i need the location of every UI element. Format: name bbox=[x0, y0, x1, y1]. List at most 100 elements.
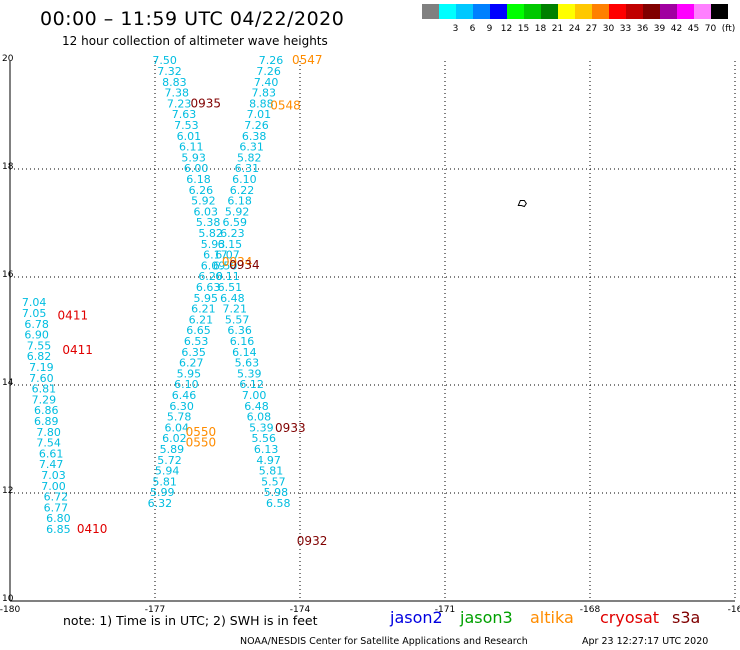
y-tick-label: 14 bbox=[2, 378, 14, 388]
swh-value: 5.57 bbox=[225, 313, 250, 326]
legend-swatch bbox=[694, 4, 711, 19]
swh-value: 7.21 bbox=[223, 303, 248, 316]
swh-value: 6.16 bbox=[230, 335, 255, 348]
legend-unit: (ft) bbox=[721, 24, 736, 34]
swh-value: 4.97 bbox=[256, 454, 281, 467]
swh-value: 6.86 bbox=[34, 404, 59, 417]
legend-swatch bbox=[592, 4, 609, 19]
swh-value: 6.00 bbox=[184, 162, 209, 175]
legend-label: 3 bbox=[452, 24, 459, 34]
swh-value: 7.05 bbox=[22, 307, 47, 320]
swh-value: 7.26 bbox=[256, 65, 281, 78]
swh-value: 7.26 bbox=[244, 119, 269, 132]
swh-value: 5.92 bbox=[191, 195, 216, 208]
swh-value: 7.00 bbox=[242, 389, 267, 402]
swh-value: 6.46 bbox=[172, 389, 197, 402]
swh-value: 6.02 bbox=[162, 432, 187, 445]
swh-value: 8.83 bbox=[162, 76, 187, 89]
footer-timestamp: Apr 23 12:27:17 UTC 2020 bbox=[582, 636, 709, 647]
swh-value: 7.19 bbox=[29, 361, 54, 374]
swh-value: 6.04 bbox=[165, 421, 190, 434]
swh-value: 6.12 bbox=[239, 378, 264, 391]
swh-value: 6.36 bbox=[227, 324, 252, 337]
legend-label: 45 bbox=[687, 24, 700, 34]
swh-value: 6.63 bbox=[196, 281, 221, 294]
page-subtitle: 12 hour collection of altimeter wave hei… bbox=[62, 34, 328, 48]
legend-swatch bbox=[439, 4, 456, 19]
y-tick-label: 18 bbox=[2, 162, 14, 172]
pass-time-label: 0550 bbox=[186, 436, 217, 450]
swh-value: 6.61 bbox=[39, 447, 64, 460]
swh-value: 6.72 bbox=[44, 491, 69, 504]
swh-value: 6.38 bbox=[242, 130, 267, 143]
swh-value: 6.65 bbox=[186, 324, 211, 337]
legend-swatch bbox=[524, 4, 541, 19]
pass-time-label: 0548 bbox=[270, 99, 301, 113]
swh-value: 7.55 bbox=[27, 339, 52, 352]
swh-value: 6.30 bbox=[169, 400, 194, 413]
satellite-tracks: 7.507.328.837.387.237.637.536.016.115.93… bbox=[22, 54, 291, 536]
swh-value: 5.93 bbox=[201, 238, 226, 251]
legend-swatch bbox=[541, 4, 558, 19]
swh-value: 5.38 bbox=[196, 216, 221, 229]
swh-value: 6.26 bbox=[189, 184, 214, 197]
pass-time-label: 0547 bbox=[292, 53, 323, 67]
swh-value: 7.01 bbox=[247, 108, 272, 121]
page-title: 00:00 – 11:59 UTC 04/22/2020 bbox=[40, 8, 345, 30]
x-tick-label: -180 bbox=[0, 605, 20, 615]
swh-value: 7.80 bbox=[36, 426, 61, 439]
y-tick-label: 16 bbox=[2, 270, 14, 280]
legend-swatch bbox=[558, 4, 575, 19]
swh-value: 6.80 bbox=[46, 512, 71, 525]
swh-value: 5.57 bbox=[261, 475, 286, 488]
map-frame bbox=[9, 61, 735, 602]
swh-value: 5.72 bbox=[157, 454, 182, 467]
legend-swatch bbox=[473, 4, 490, 19]
legend-label: 70 bbox=[704, 24, 717, 34]
swh-value: 6.32 bbox=[148, 497, 173, 510]
swh-value: 6.22 bbox=[230, 184, 255, 197]
legend-label: 18 bbox=[534, 24, 547, 34]
swh-value: 6.59 bbox=[223, 216, 248, 229]
swh-value: 5.56 bbox=[252, 432, 277, 445]
x-tick-label: -174 bbox=[290, 605, 311, 615]
island-shape bbox=[517, 199, 527, 208]
swh-value: 7.32 bbox=[157, 65, 182, 78]
pass-time-label: 0550 bbox=[186, 425, 217, 439]
swh-value: 6.09 bbox=[201, 259, 226, 272]
legend-swatch bbox=[643, 4, 660, 19]
island-outline bbox=[517, 199, 527, 208]
swh-value: 5.63 bbox=[235, 357, 260, 370]
satellite-name-s3a: s3a bbox=[672, 608, 701, 627]
swh-value: 6.85 bbox=[46, 523, 71, 536]
swh-value: 7.00 bbox=[41, 480, 66, 493]
swh-value: 5.39 bbox=[237, 367, 262, 380]
swh-value: 6.18 bbox=[186, 173, 211, 186]
legend-label: 15 bbox=[517, 24, 530, 34]
swh-value: 6.78 bbox=[24, 318, 49, 331]
swh-value: 7.54 bbox=[36, 437, 61, 450]
x-tick-label: -168 bbox=[580, 605, 601, 615]
swh-value: 6.10 bbox=[232, 173, 257, 186]
footer-note: note: 1) Time is in UTC; 2) SWH is in fe… bbox=[63, 613, 318, 628]
legend-label: 21 bbox=[551, 24, 564, 34]
legend-label: 27 bbox=[585, 24, 598, 34]
swh-value: 6.53 bbox=[184, 335, 209, 348]
swh-value: 7.63 bbox=[172, 108, 197, 121]
legend-swatch bbox=[677, 4, 694, 19]
legend-label: 9 bbox=[486, 24, 493, 34]
legend-label: 12 bbox=[500, 24, 513, 34]
swh-value: 5.93 bbox=[181, 151, 206, 164]
swh-value: 6.10 bbox=[174, 378, 199, 391]
swh-value: 7.83 bbox=[252, 87, 277, 100]
axis-ticks: -180 -177 -174 -171 -168 -16 20 18 16 14 12 10 bbox=[0, 54, 740, 615]
swh-value: 7.50 bbox=[152, 54, 177, 67]
swh-value: 5.82 bbox=[237, 151, 262, 164]
swh-value: 7.40 bbox=[254, 76, 279, 89]
satellite-name-cryosat: cryosat bbox=[600, 608, 660, 627]
swh-value: 6.15 bbox=[218, 238, 243, 251]
pass-time-label: 0935 bbox=[190, 96, 221, 110]
satellite-name-jason3: jason3 bbox=[460, 608, 513, 627]
legend-swatch bbox=[609, 4, 626, 19]
legend-label: 24 bbox=[568, 24, 581, 34]
